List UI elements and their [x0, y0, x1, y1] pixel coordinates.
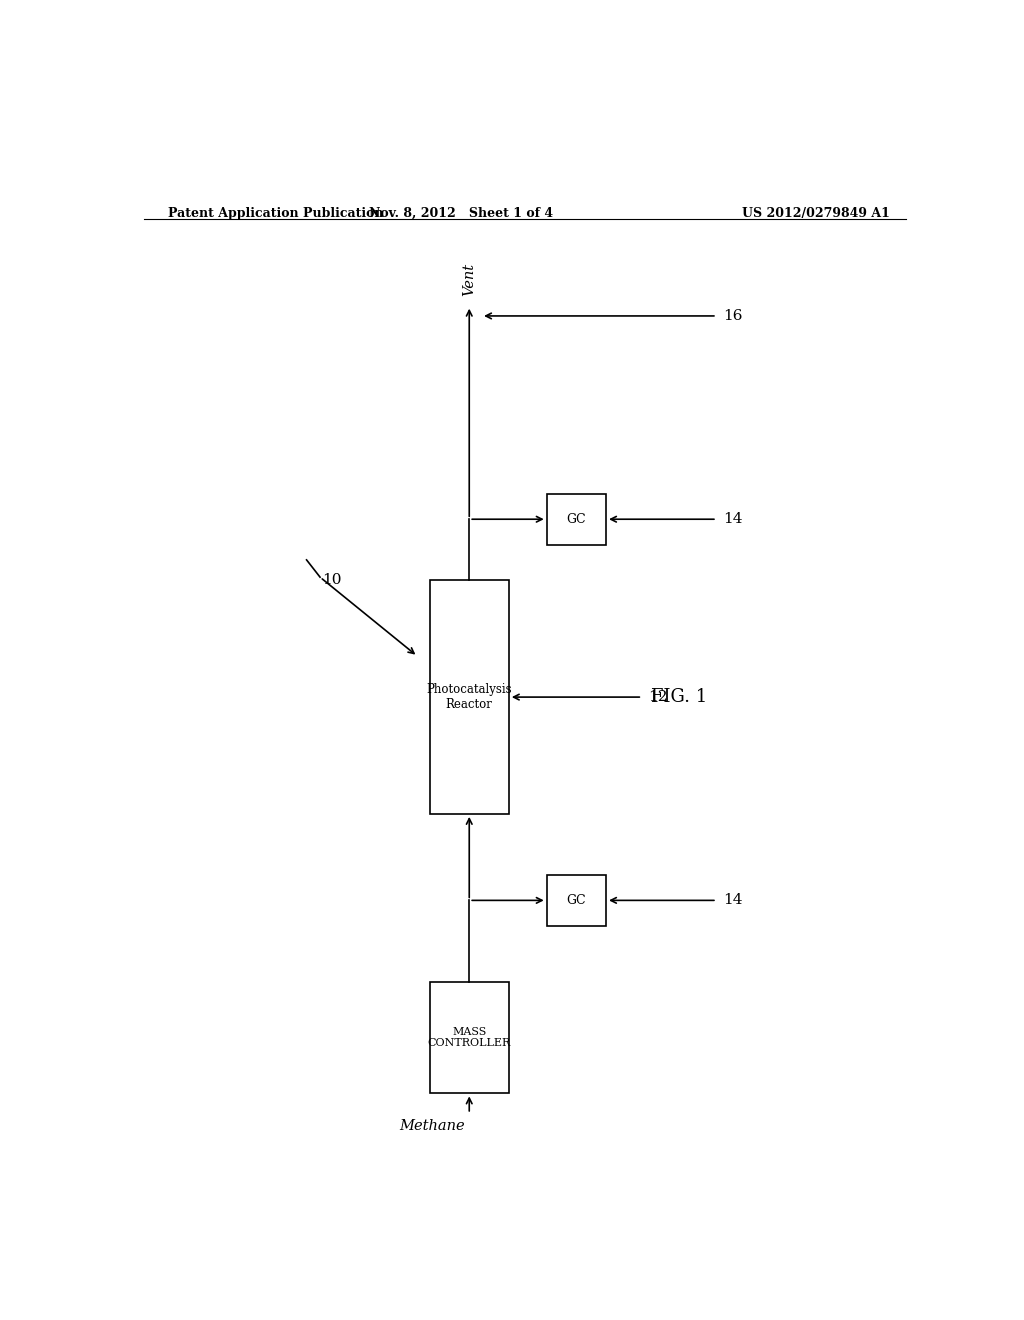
Text: US 2012/0279849 A1: US 2012/0279849 A1: [742, 207, 890, 220]
Bar: [547, 875, 606, 925]
Text: FIG. 1: FIG. 1: [651, 688, 708, 706]
Bar: [430, 982, 509, 1093]
Text: Photocatalysis
Reactor: Photocatalysis Reactor: [426, 682, 512, 711]
Text: GC: GC: [566, 894, 586, 907]
Text: 16: 16: [723, 309, 742, 323]
Text: 10: 10: [323, 573, 342, 587]
Text: Vent: Vent: [462, 263, 476, 296]
Bar: [430, 581, 509, 814]
Text: GC: GC: [566, 512, 586, 525]
Text: 14: 14: [723, 512, 742, 527]
Text: Nov. 8, 2012   Sheet 1 of 4: Nov. 8, 2012 Sheet 1 of 4: [370, 207, 553, 220]
Text: MASS
CONTROLLER: MASS CONTROLLER: [428, 1027, 511, 1048]
Text: Patent Application Publication: Patent Application Publication: [168, 207, 383, 220]
Text: Methane: Methane: [399, 1119, 465, 1133]
Bar: [547, 494, 606, 545]
Text: 12: 12: [648, 690, 668, 704]
Text: 14: 14: [723, 894, 742, 907]
